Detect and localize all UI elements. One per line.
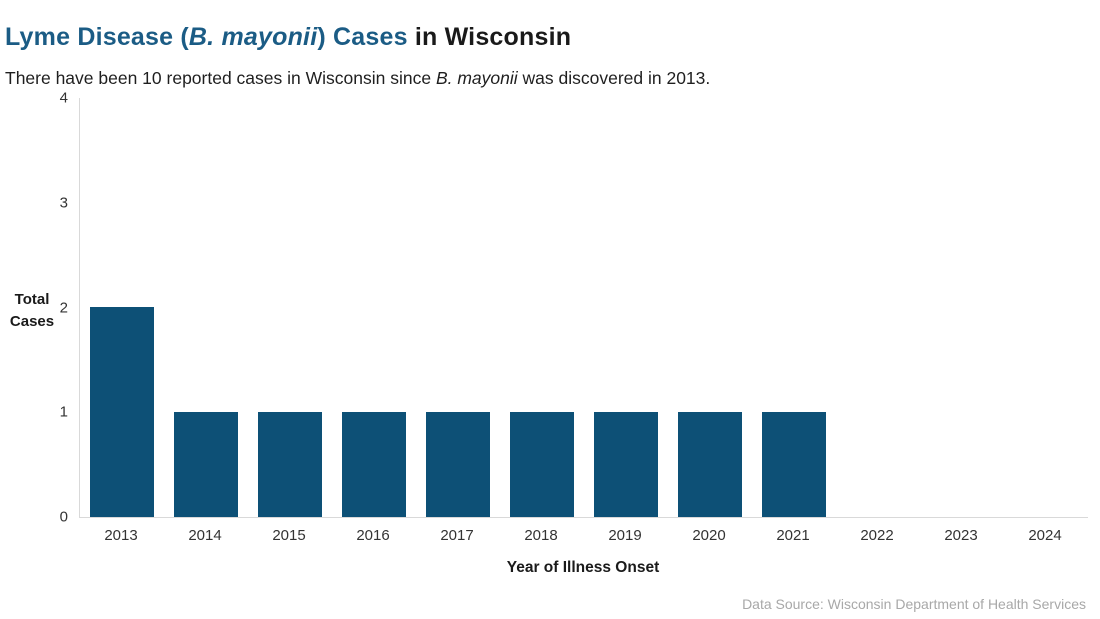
bar-2021 [762, 412, 826, 517]
x-tick-label: 2015 [272, 527, 306, 544]
x-tick-label: 2016 [356, 527, 390, 544]
y-tick-label: 4 [59, 89, 68, 107]
title-accent-part1: Lyme Disease ( [5, 22, 189, 51]
plot-area [79, 98, 1088, 518]
y-axis-title: Total Cases [9, 291, 55, 330]
x-tick-label: 2014 [188, 527, 222, 544]
bar-2015 [258, 412, 322, 517]
y-tick-label: 1 [59, 403, 68, 421]
subtitle-part1: There have been 10 reported cases in Wis… [5, 67, 436, 88]
bar-2020 [678, 412, 742, 517]
x-axis-title: Year of Illness Onset [506, 559, 660, 576]
data-source: Data Source: Wisconsin Department of Hea… [742, 596, 1086, 612]
bar-2019 [594, 412, 658, 517]
bar-2016 [342, 412, 406, 517]
bar-2013 [90, 307, 154, 517]
y-tick-label: 2 [59, 299, 68, 316]
bar-2017 [426, 412, 490, 517]
x-tick-label: 2020 [692, 527, 726, 544]
chart-subtitle: There have been 10 reported cases in Wis… [5, 68, 710, 89]
x-tick-label: 2022 [860, 527, 894, 544]
title-dark-part: in Wisconsin [407, 22, 572, 51]
y-tick-label: 3 [59, 194, 68, 212]
bar-2018 [510, 412, 574, 517]
subtitle-species-name: B. mayonii [435, 67, 518, 88]
x-axis-ticks: 2013 2014 2015 2016 2017 2018 2019 2020 2021 2022… [79, 527, 1087, 544]
x-tick-label: 2018 [524, 527, 558, 544]
x-tick-label: 2017 [440, 527, 474, 544]
title-species-name: B. mayonii [188, 22, 318, 51]
bar-2014 [174, 412, 238, 517]
chart-title: Lyme Disease (B. mayonii) Cases in Wisco… [5, 23, 571, 52]
y-tick-label: 0 [59, 508, 68, 526]
x-tick-label: 2019 [608, 527, 642, 544]
subtitle-part2: was discovered in 2013. [517, 67, 711, 88]
title-accent-part2: ) Cases [317, 22, 408, 51]
x-tick-label: 2013 [104, 527, 138, 544]
x-tick-label: 2021 [776, 527, 810, 544]
x-tick-label: 2023 [944, 527, 978, 544]
y-axis-ticks: 0 1 2 3 4 [0, 90, 68, 526]
x-tick-label: 2024 [1028, 527, 1062, 544]
